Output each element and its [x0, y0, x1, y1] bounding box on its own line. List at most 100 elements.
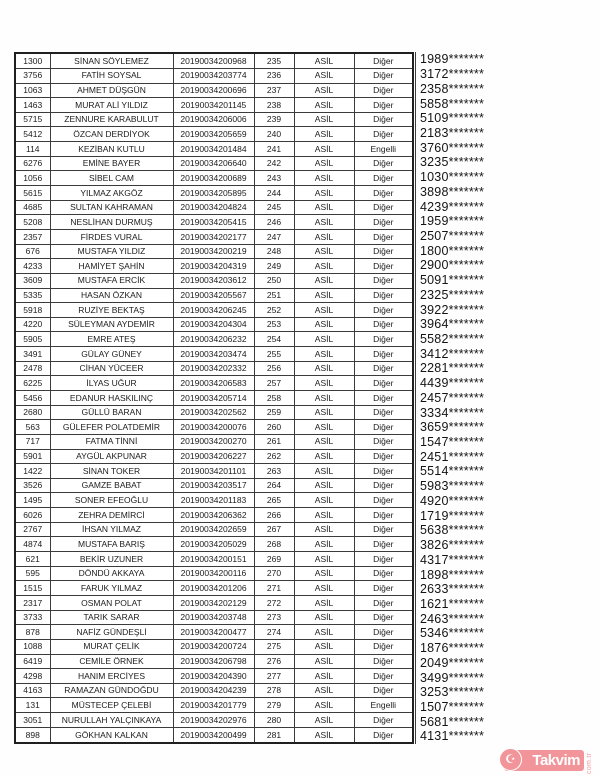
cell-order-no: 4220: [14, 316, 51, 333]
cell-order-no: 6026: [14, 507, 51, 523]
cell-category: Diğer: [353, 551, 414, 567]
table-row: 6225 İLYAS UĞUR 20190034206583 257 ASİL Diğer: [14, 375, 414, 391]
cell-order-no: 4233: [14, 258, 51, 274]
masked-id: 2633*******: [420, 582, 485, 597]
masked-id: 3235*******: [420, 155, 485, 170]
cell-category: Diğer: [353, 111, 414, 128]
masked-id: 2457*******: [420, 390, 485, 405]
masked-id: 5109*******: [420, 111, 485, 126]
cell-rank: 274: [253, 624, 295, 640]
cell-category: Diğer: [353, 682, 414, 699]
cell-order-no: 1300: [14, 52, 51, 69]
cell-rank: 235: [253, 52, 295, 69]
cell-application-no: 20190034206232: [172, 331, 255, 348]
cell-application-no: 20190034202659: [172, 521, 255, 538]
cell-category: Diğer: [353, 360, 414, 377]
cell-order-no: 1515: [14, 580, 51, 596]
masked-id: 4439*******: [420, 376, 485, 391]
cell-category: Engelli: [353, 697, 414, 714]
cell-list-type: ASİL: [293, 141, 355, 157]
cell-application-no: 20190034206227: [172, 448, 255, 465]
cell-name: İLYAS UĞUR: [49, 375, 174, 391]
cell-name: SONER EFEOĞLU: [49, 492, 174, 509]
cell-application-no: 20190034202562: [172, 404, 255, 421]
cell-list-type: ASİL: [293, 624, 355, 640]
masked-id: 1800*******: [420, 243, 485, 258]
cell-order-no: 5901: [14, 448, 51, 465]
cell-category: Diğer: [353, 492, 414, 509]
cell-name: HANIM ERCİYES: [49, 668, 174, 684]
cell-order-no: 4685: [14, 199, 51, 216]
cell-list-type: ASİL: [293, 67, 355, 84]
cell-name: MURAT ALİ YILDIZ: [49, 97, 174, 113]
masked-id: 3922*******: [420, 302, 485, 317]
cell-rank: 272: [253, 594, 295, 611]
masked-id: 3760*******: [420, 140, 485, 155]
masked-id: 4920*******: [420, 493, 485, 508]
cell-rank: 276: [253, 653, 295, 670]
cell-rank: 267: [253, 521, 295, 538]
masked-id: 1959*******: [420, 214, 485, 229]
cell-category: Diğer: [353, 346, 414, 362]
cell-application-no: 20190034200499: [172, 726, 255, 744]
masked-id: 1989*******: [420, 52, 485, 67]
cell-name: RAMAZAN GÜNDOĞDU: [49, 682, 174, 699]
cell-order-no: 4298: [14, 668, 51, 684]
masked-id: 4239*******: [420, 199, 485, 214]
masked-id: 2358*******: [420, 81, 485, 96]
table-row: 2478 CİHAN YÜCEER 20190034202332 256 ASİL Diğ…: [14, 360, 414, 377]
cell-rank: 249: [253, 258, 295, 274]
cell-category: Diğer: [353, 82, 414, 99]
cell-order-no: 2357: [14, 228, 51, 245]
cell-list-type: ASİL: [293, 580, 355, 596]
cell-application-no: 20190034206640: [172, 155, 255, 172]
cell-name: EMİNE BAYER: [49, 155, 174, 172]
masked-id: 3334*******: [420, 405, 485, 420]
masked-id: 2507*******: [420, 228, 485, 243]
cell-category: Engelli: [353, 141, 414, 157]
cell-category: Diğer: [353, 565, 414, 582]
cell-list-type: ASİL: [293, 594, 355, 611]
cell-order-no: 6276: [14, 155, 51, 172]
cell-list-type: ASİL: [293, 360, 355, 377]
cell-order-no: 3526: [14, 477, 51, 494]
table-row: 3051 NURULLAH YALÇINKAYA 20190034202976 280…: [14, 712, 414, 728]
cell-order-no: 1422: [14, 463, 51, 479]
cell-category: Diğer: [353, 170, 414, 187]
cell-name: EMRE ATEŞ: [49, 331, 174, 348]
cell-list-type: ASİL: [293, 390, 355, 406]
cell-category: Diğer: [353, 185, 414, 201]
cell-name: ZEHRA DEMİRCİ: [49, 507, 174, 523]
masked-id: 5638*******: [420, 523, 485, 538]
cell-application-no: 20190034201101: [172, 463, 255, 479]
cell-category: Diğer: [353, 624, 414, 640]
crescent-star-icon: ☪: [499, 748, 522, 771]
cell-list-type: ASİL: [293, 507, 355, 523]
cell-order-no: 563: [14, 419, 51, 435]
cell-order-no: 4874: [14, 536, 51, 553]
cell-list-type: ASİL: [293, 272, 355, 289]
masked-id: 2325*******: [420, 287, 485, 302]
table-row: 4233 HAMİYET ŞAHİN 20190034204319 249 ASİL Di…: [14, 258, 414, 274]
cell-order-no: 4163: [14, 682, 51, 699]
cell-name: SULTAN KAHRAMAN: [49, 199, 174, 216]
cell-order-no: 5918: [14, 302, 51, 318]
table-row: 5615 YILMAZ AKGÖZ 20190034205895 244 ASİL Diğ…: [14, 185, 414, 201]
cell-list-type: ASİL: [293, 477, 355, 494]
cell-name: MUSTAFA YILDIZ: [49, 243, 174, 260]
cell-order-no: 1495: [14, 492, 51, 509]
cell-rank: 269: [253, 551, 295, 567]
table-row: 1300 SİNAN SÖYLEMEZ 20190034200968 235 ASİL D…: [14, 52, 414, 69]
table-row: 4220 SÜLEYMAN AYDEMİR 20190034204304 253 ASİ…: [14, 316, 414, 333]
cell-category: Diğer: [353, 258, 414, 274]
cell-list-type: ASİL: [293, 682, 355, 699]
table-row: 4685 SULTAN KAHRAMAN 20190034204824 245 ASİL…: [14, 199, 414, 216]
cell-list-type: ASİL: [293, 375, 355, 391]
table-row: 878 NAFİZ GÜNDEŞLİ 20190034200477 274 ASİL Di…: [14, 624, 414, 640]
cell-order-no: 3609: [14, 272, 51, 289]
table-row: 621 BEKİR UZUNER 20190034200151 269 ASİL Diğe…: [14, 551, 414, 567]
cell-name: KEZİBAN KUTLU: [49, 141, 174, 157]
cell-list-type: ASİL: [293, 126, 355, 143]
cell-rank: 242: [253, 155, 295, 172]
cell-rank: 258: [253, 390, 295, 406]
